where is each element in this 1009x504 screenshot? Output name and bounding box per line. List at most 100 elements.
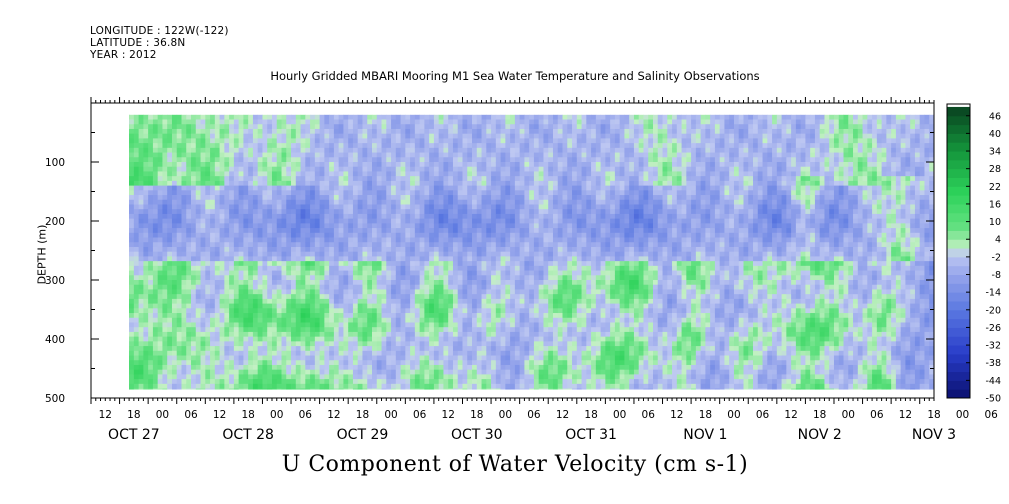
heatmap-cell: [472, 180, 478, 186]
heatmap-cell: [143, 199, 149, 205]
heatmap-cell: [171, 171, 178, 177]
heatmap-cell: [191, 242, 197, 248]
heatmap-cell: [224, 185, 230, 191]
heatmap-cell: [429, 374, 435, 380]
heatmap-cell: [395, 317, 401, 323]
heatmap-cell: [433, 128, 440, 135]
heatmap-cell: [505, 176, 511, 182]
heatmap-cell: [195, 261, 201, 267]
heatmap-cell: [195, 322, 201, 328]
heatmap-cell: [305, 346, 311, 352]
heatmap-cell: [205, 331, 211, 338]
heatmap-cell: [443, 185, 449, 191]
heatmap-cell: [200, 280, 206, 286]
heatmap-cell: [500, 256, 506, 262]
heatmap-cell: [472, 289, 478, 295]
heatmap-cell: [500, 346, 506, 352]
heatmap-cell: [424, 119, 430, 125]
heatmap-cell: [281, 355, 287, 361]
heatmap-cell: [476, 152, 482, 158]
heatmap-cell: [252, 289, 259, 295]
heatmap-cell: [348, 261, 354, 267]
heatmap-cell: [257, 128, 263, 135]
heatmap-cell: [167, 162, 173, 168]
heatmap-cell: [386, 138, 392, 144]
heatmap-cell: [438, 133, 444, 139]
heatmap-cell: [452, 223, 459, 229]
heatmap-cell: [205, 289, 211, 295]
heatmap-cell: [314, 364, 321, 371]
heatmap-cell: [176, 209, 182, 215]
heatmap-cell: [248, 190, 254, 196]
heatmap-cell: [348, 119, 354, 125]
heatmap-cell: [314, 265, 321, 271]
heatmap-cell: [257, 364, 263, 371]
heatmap-cell: [181, 322, 187, 328]
heatmap-cell: [152, 331, 159, 338]
heatmap-cell: [129, 336, 135, 342]
heatmap-cell: [324, 256, 330, 262]
heatmap-cell: [248, 336, 254, 342]
heatmap-cell: [129, 114, 135, 120]
heatmap-cell: [333, 265, 340, 271]
heatmap-cell: [410, 388, 416, 390]
heatmap-cell: [243, 331, 249, 338]
heatmap-cell: [381, 213, 387, 220]
heatmap-cell: [262, 331, 268, 338]
heatmap-cell: [148, 251, 154, 257]
heatmap-cell: [233, 308, 240, 314]
heatmap-cell: [152, 166, 159, 172]
heatmap-cell: [291, 176, 297, 182]
heatmap-cell: [486, 251, 492, 257]
heatmap-cell: [405, 232, 411, 238]
heatmap-cell: [214, 350, 220, 356]
heatmap-cell: [333, 195, 340, 201]
heatmap-cell: [129, 265, 135, 271]
heatmap-cell: [357, 176, 363, 182]
heatmap-cell: [200, 199, 206, 205]
heatmap-cell: [386, 114, 392, 120]
heatmap-cell: [433, 331, 440, 338]
heatmap-cell: [510, 143, 516, 149]
heatmap-cell: [129, 143, 130, 149]
heatmap-cell: [495, 303, 501, 309]
heatmap-cell: [243, 204, 249, 210]
heatmap-cell: [286, 246, 292, 253]
heatmap-cell: [324, 152, 330, 158]
heatmap-cell: [372, 190, 378, 196]
heatmap-cell: [391, 317, 397, 323]
heatmap-cell: [219, 303, 225, 309]
heatmap-cell: [386, 303, 392, 309]
heatmap-cell: [510, 162, 516, 168]
heatmap-cell: [167, 152, 173, 158]
heatmap-cell: [491, 185, 497, 191]
heatmap-cell: [524, 124, 530, 130]
heatmap-cell: [376, 374, 382, 380]
heatmap-cell: [252, 162, 259, 168]
heatmap-cell: [176, 350, 182, 356]
heatmap-cell: [424, 388, 430, 390]
heatmap-cell: [267, 346, 273, 352]
heatmap-cell: [243, 128, 249, 135]
heatmap-cell: [405, 199, 411, 205]
heatmap-cell: [229, 242, 235, 248]
heatmap-cell: [419, 275, 425, 281]
heatmap-cell: [200, 162, 206, 168]
heatmap-cell: [424, 289, 430, 295]
heatmap-cell: [362, 379, 368, 385]
heatmap-cell: [133, 331, 140, 338]
heatmap-cell: [467, 265, 473, 271]
heatmap-cell: [214, 209, 220, 215]
heatmap-cell: [281, 242, 287, 248]
heatmap-cell: [438, 308, 444, 314]
heatmap-cell: [419, 331, 425, 338]
heatmap-cell: [486, 308, 492, 314]
heatmap-cell: [257, 341, 263, 347]
heatmap-cell: [395, 190, 401, 196]
heatmap-cell: [495, 180, 501, 186]
heatmap-cell: [505, 360, 511, 366]
heatmap-cell: [367, 270, 373, 276]
heatmap-cell: [286, 228, 292, 234]
heatmap-cell: [414, 242, 421, 248]
heatmap-cell: [424, 166, 430, 172]
